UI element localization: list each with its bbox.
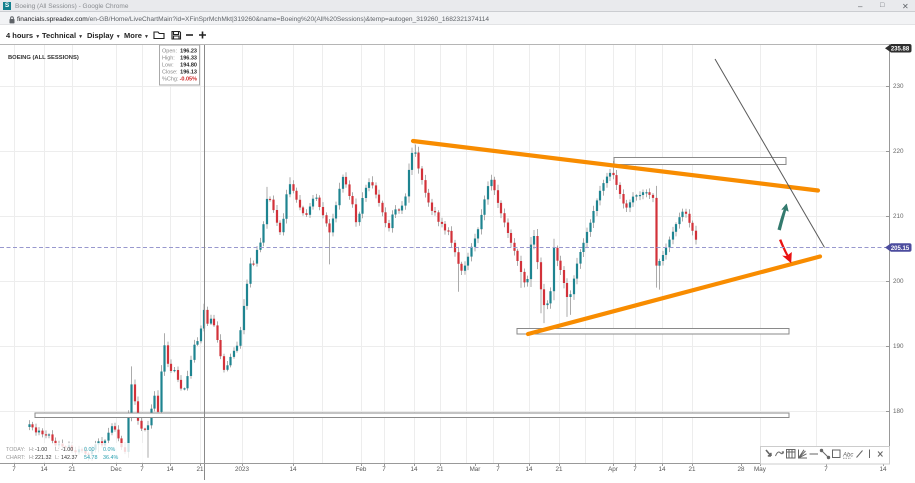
- svg-text:Apr: Apr: [608, 466, 618, 473]
- svg-text:54.78: 54.78: [84, 455, 98, 461]
- svg-text:L:: L:: [55, 447, 60, 453]
- svg-text:180: 180: [893, 408, 904, 415]
- svg-text:200: 200: [893, 278, 904, 285]
- svg-text:7: 7: [824, 466, 828, 473]
- svg-text:Dec: Dec: [110, 466, 121, 473]
- svg-text:BOEING (ALL SESSIONS): BOEING (ALL SESSIONS): [8, 55, 79, 61]
- svg-text:7: 7: [496, 466, 500, 473]
- svg-text:High:: High:: [162, 56, 175, 62]
- svg-text:Mar: Mar: [470, 466, 481, 473]
- svg-text:194.80: 194.80: [180, 63, 197, 69]
- svg-text:221.32: 221.32: [35, 455, 52, 461]
- svg-text:21: 21: [68, 466, 76, 473]
- svg-text:21: 21: [688, 466, 696, 473]
- svg-text:7: 7: [12, 466, 16, 473]
- svg-text:0.0%: 0.0%: [103, 447, 115, 453]
- svg-text:205.15: 205.15: [891, 246, 910, 252]
- svg-text:Feb: Feb: [356, 466, 367, 473]
- svg-text:Low:: Low:: [162, 63, 174, 69]
- svg-text:196.23: 196.23: [180, 49, 197, 55]
- svg-text:14: 14: [658, 466, 666, 473]
- svg-text:210: 210: [893, 213, 904, 220]
- svg-text:21: 21: [555, 466, 563, 473]
- svg-text:14: 14: [525, 466, 533, 473]
- svg-text:142.37: 142.37: [61, 455, 78, 461]
- svg-text:7: 7: [633, 466, 637, 473]
- svg-text:14: 14: [40, 466, 48, 473]
- svg-text:196.33: 196.33: [180, 56, 197, 62]
- svg-text:Open:: Open:: [162, 49, 177, 55]
- svg-text:14: 14: [879, 466, 887, 473]
- svg-text:21: 21: [436, 466, 444, 473]
- svg-text:190: 190: [893, 343, 904, 350]
- svg-text:-1.00: -1.00: [61, 447, 73, 453]
- svg-text:2023: 2023: [235, 466, 250, 473]
- svg-text:-0.05%: -0.05%: [180, 77, 198, 83]
- svg-text:21: 21: [196, 466, 204, 473]
- svg-text:0.00: 0.00: [84, 447, 95, 453]
- svg-text:Close:: Close:: [162, 70, 178, 76]
- svg-text:H:: H:: [29, 455, 34, 461]
- svg-text:TODAY:: TODAY:: [6, 447, 25, 453]
- svg-text:196.13: 196.13: [180, 70, 197, 76]
- svg-text:7: 7: [140, 466, 144, 473]
- svg-text:H:: H:: [29, 447, 34, 453]
- svg-text:14: 14: [289, 466, 297, 473]
- svg-text:235.88: 235.88: [891, 47, 910, 53]
- svg-text:Abc: Abc: [842, 453, 853, 459]
- svg-text:May: May: [754, 466, 767, 473]
- svg-text:230: 230: [893, 83, 904, 90]
- svg-text:14: 14: [166, 466, 174, 473]
- svg-text:7: 7: [382, 466, 386, 473]
- svg-text:-1.00: -1.00: [35, 447, 47, 453]
- svg-text:220: 220: [893, 148, 904, 155]
- svg-text:28: 28: [737, 466, 745, 473]
- svg-text:CHART:: CHART:: [6, 455, 25, 461]
- svg-text:%Chg:: %Chg:: [162, 77, 179, 83]
- svg-text:14: 14: [410, 466, 418, 473]
- svg-text:36.4%: 36.4%: [103, 455, 118, 461]
- svg-text:L:: L:: [55, 455, 60, 461]
